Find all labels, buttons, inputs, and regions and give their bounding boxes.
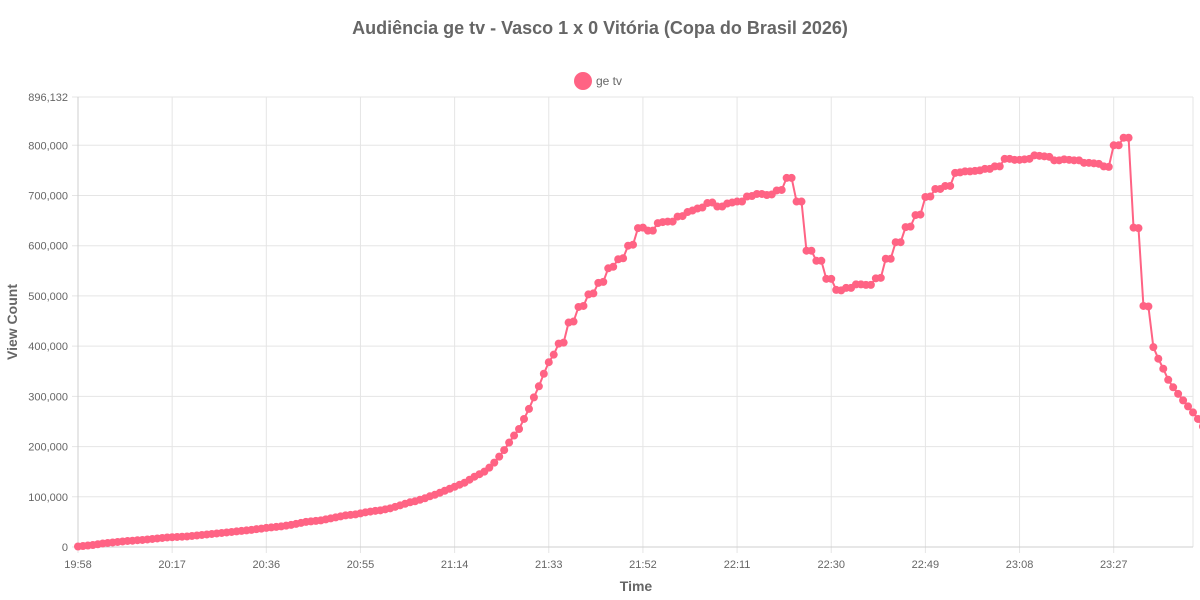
data-point[interactable] bbox=[896, 238, 905, 247]
data-point[interactable] bbox=[1114, 141, 1123, 150]
y-tick-label: 0 bbox=[62, 542, 68, 554]
data-point[interactable] bbox=[797, 197, 806, 206]
data-point[interactable] bbox=[619, 254, 628, 263]
data-point[interactable] bbox=[1104, 162, 1113, 171]
data-point[interactable] bbox=[1144, 302, 1153, 311]
data-point[interactable] bbox=[876, 273, 885, 282]
data-point[interactable] bbox=[609, 262, 618, 271]
data-point[interactable] bbox=[629, 240, 638, 249]
x-axis-title: Time bbox=[620, 578, 653, 594]
data-point[interactable] bbox=[505, 438, 514, 447]
data-point[interactable] bbox=[668, 217, 677, 226]
y-axis-ticks: 0 100,000 200,000 300,000 400,000 500,000 600,… bbox=[28, 92, 68, 554]
data-point[interactable] bbox=[1154, 354, 1163, 363]
x-axis-ticks: 19:58 20:17 20:36 20:55 21:14 21:33 21:52 22:11… bbox=[64, 559, 1127, 571]
data-point[interactable] bbox=[1149, 343, 1158, 352]
chart-title: Audiência ge tv - Vasco 1 x 0 Vitória (C… bbox=[352, 18, 848, 38]
grid-lines bbox=[72, 96, 1194, 553]
series-line bbox=[77, 136, 1200, 548]
data-point[interactable] bbox=[1193, 414, 1200, 423]
x-tick-label: 22:11 bbox=[724, 559, 751, 571]
series-ge-tv bbox=[74, 133, 1200, 551]
x-tick-label: 22:49 bbox=[912, 559, 940, 571]
x-tick-label: 20:17 bbox=[158, 559, 186, 571]
data-point[interactable] bbox=[648, 226, 657, 235]
data-point[interactable] bbox=[510, 431, 519, 440]
data-point[interactable] bbox=[544, 358, 553, 367]
data-point[interactable] bbox=[485, 463, 494, 472]
y-tick-label: 700,000 bbox=[28, 190, 68, 202]
x-tick-label: 21:33 bbox=[535, 559, 563, 571]
data-point[interactable] bbox=[886, 254, 895, 263]
data-point[interactable] bbox=[777, 185, 786, 194]
y-tick-label: 500,000 bbox=[28, 291, 68, 303]
data-point[interactable] bbox=[946, 181, 955, 190]
data-point[interactable] bbox=[579, 301, 588, 310]
data-point[interactable] bbox=[866, 280, 875, 289]
data-point[interactable] bbox=[817, 256, 826, 265]
data-point[interactable] bbox=[1169, 383, 1178, 392]
legend: ge tv bbox=[0, 72, 1200, 92]
y-axis-title: View Count bbox=[4, 284, 20, 360]
x-tick-label: 19:58 bbox=[64, 559, 92, 571]
data-point[interactable] bbox=[534, 382, 543, 391]
legend-label: ge tv bbox=[596, 74, 623, 88]
data-point[interactable] bbox=[495, 452, 504, 461]
data-point[interactable] bbox=[827, 274, 836, 283]
data-point[interactable] bbox=[559, 338, 568, 347]
data-point[interactable] bbox=[916, 210, 925, 219]
data-point[interactable] bbox=[1124, 133, 1133, 142]
data-point[interactable] bbox=[787, 173, 796, 182]
data-point[interactable] bbox=[906, 222, 915, 231]
data-point[interactable] bbox=[589, 289, 598, 298]
legend-swatch bbox=[574, 72, 592, 90]
data-point[interactable] bbox=[1174, 389, 1183, 398]
x-tick-label: 20:36 bbox=[253, 559, 281, 571]
y-tick-label: 300,000 bbox=[28, 391, 68, 403]
y-tick-label: 600,000 bbox=[28, 241, 68, 253]
data-point[interactable] bbox=[515, 424, 524, 433]
x-tick-label: 20:55 bbox=[347, 559, 375, 571]
data-point[interactable] bbox=[1184, 402, 1193, 411]
data-point[interactable] bbox=[738, 197, 747, 206]
data-point[interactable] bbox=[500, 446, 509, 455]
x-tick-label: 21:14 bbox=[441, 559, 469, 571]
data-point[interactable] bbox=[599, 277, 608, 286]
data-point[interactable] bbox=[807, 246, 816, 255]
data-point[interactable] bbox=[549, 350, 558, 359]
data-point[interactable] bbox=[490, 458, 499, 467]
data-point[interactable] bbox=[1189, 408, 1197, 417]
y-tick-label: 200,000 bbox=[28, 442, 68, 454]
data-point[interactable] bbox=[1134, 224, 1143, 233]
legend-item-ge-tv[interactable]: ge tv bbox=[574, 72, 622, 90]
x-tick-label: 23:08 bbox=[1006, 559, 1034, 571]
data-point[interactable] bbox=[524, 404, 533, 413]
data-point[interactable] bbox=[520, 414, 528, 423]
x-tick-label: 22:30 bbox=[817, 559, 845, 571]
data-point[interactable] bbox=[529, 393, 538, 402]
x-tick-label: 21:52 bbox=[629, 559, 657, 571]
data-point[interactable] bbox=[995, 162, 1004, 171]
y-tick-label: 400,000 bbox=[28, 341, 68, 353]
x-tick-label: 23:27 bbox=[1100, 559, 1128, 571]
data-point[interactable] bbox=[539, 369, 548, 378]
data-point[interactable] bbox=[926, 192, 935, 201]
data-point[interactable] bbox=[1159, 364, 1168, 373]
data-point[interactable] bbox=[1164, 375, 1173, 384]
data-point[interactable] bbox=[569, 317, 578, 326]
y-tick-label: 896,132 bbox=[28, 92, 68, 104]
y-tick-label: 800,000 bbox=[28, 140, 68, 152]
data-point[interactable] bbox=[1179, 396, 1188, 405]
y-tick-label: 100,000 bbox=[28, 492, 68, 504]
